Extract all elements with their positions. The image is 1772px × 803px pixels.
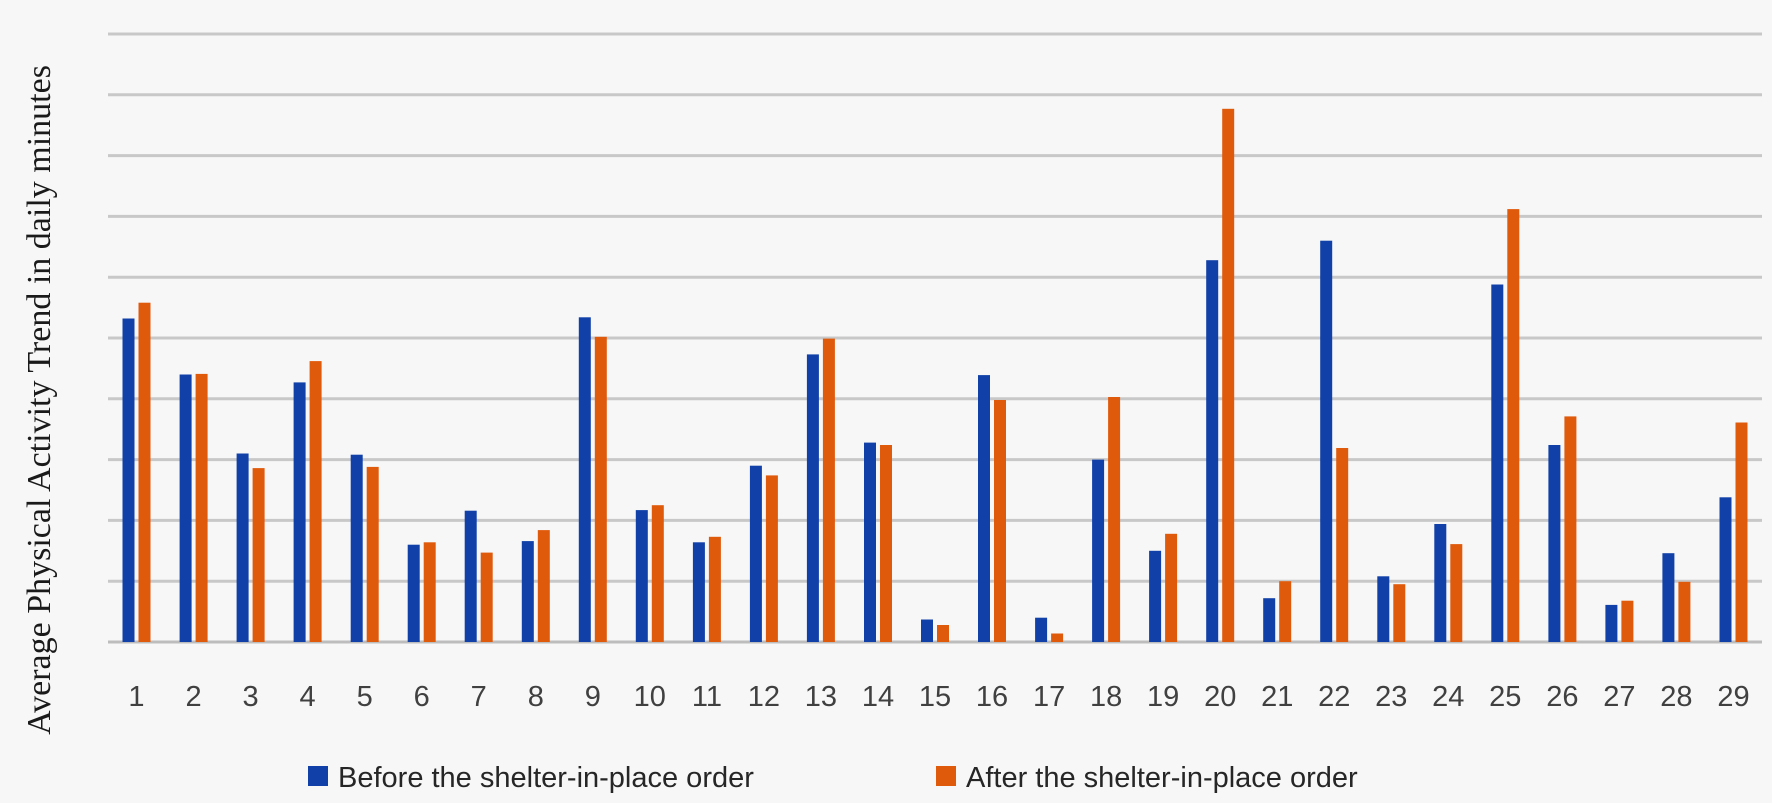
bar-after-19 <box>1165 533 1178 642</box>
bar-before-18 <box>1092 459 1105 642</box>
bar-after-16 <box>994 400 1006 642</box>
bar-before-12 <box>749 465 762 642</box>
bar-after-27 <box>1621 600 1634 642</box>
bar-before-13 <box>806 354 819 642</box>
bar-before-2 <box>179 374 192 642</box>
bar-before-14 <box>864 442 876 642</box>
bar-before-24 <box>1434 524 1447 642</box>
legend-swatch-before <box>308 766 328 786</box>
bar-after-29 <box>1735 422 1748 642</box>
bar-before-8 <box>521 541 534 642</box>
x-tick-label: 6 <box>414 681 430 713</box>
bar-after-23 <box>1393 584 1406 642</box>
x-tick-label: 21 <box>1261 681 1293 713</box>
bar-before-28 <box>1662 553 1675 642</box>
bar-after-10 <box>651 505 664 642</box>
y-axis-title: Average Physical Activity Trend in daily… <box>21 65 58 735</box>
x-tick-label: 4 <box>300 681 316 713</box>
bar-after-2 <box>195 373 208 642</box>
x-tick-label: 23 <box>1375 681 1407 713</box>
x-tick-label: 2 <box>186 681 202 713</box>
x-tick-label: 8 <box>528 681 544 713</box>
x-tick-label: 29 <box>1717 681 1749 713</box>
bar-after-12 <box>765 475 778 642</box>
gridlines <box>108 32 1762 644</box>
x-tick-label: 18 <box>1090 681 1122 713</box>
bar-after-25 <box>1507 209 1520 642</box>
bar-before-3 <box>236 453 249 642</box>
x-tick-label: 3 <box>243 681 259 713</box>
bar-before-4 <box>293 382 306 642</box>
bar-after-14 <box>880 445 892 642</box>
bar-before-1 <box>122 318 135 642</box>
x-tick-label: 19 <box>1147 681 1179 713</box>
x-tick-label: 26 <box>1546 681 1578 713</box>
bar-before-9 <box>578 317 591 642</box>
bar-before-20 <box>1206 260 1219 642</box>
x-tick-label: 11 <box>692 681 722 713</box>
legend-label-after: After the shelter-in-place order <box>966 762 1358 794</box>
bar-before-7 <box>464 510 477 642</box>
bar-after-1 <box>138 302 151 642</box>
bar-after-21 <box>1279 581 1292 642</box>
bar-before-23 <box>1377 576 1390 642</box>
bar-after-3 <box>252 468 265 642</box>
x-tick-label: 7 <box>471 681 487 713</box>
bar-after-13 <box>822 338 835 642</box>
x-tick-label: 24 <box>1432 681 1464 713</box>
bar-before-5 <box>350 454 363 642</box>
legend-label-before: Before the shelter-in-place order <box>338 762 754 794</box>
bar-after-4 <box>309 361 322 642</box>
bar-before-16 <box>978 375 990 642</box>
x-tick-label: 15 <box>919 681 951 713</box>
bar-before-22 <box>1320 240 1333 642</box>
bar-before-10 <box>635 510 648 642</box>
bar-before-21 <box>1263 598 1276 642</box>
bar-after-7 <box>480 552 493 642</box>
bar-after-11 <box>708 536 721 642</box>
x-tick-label: 13 <box>805 681 837 713</box>
bar-before-19 <box>1149 550 1162 642</box>
bar-before-17 <box>1035 617 1048 642</box>
legend-swatch-after <box>936 766 956 786</box>
x-tick-label: 10 <box>634 681 666 713</box>
bar-after-20 <box>1222 108 1235 643</box>
bar-before-27 <box>1605 604 1618 642</box>
x-tick-label: 12 <box>748 681 780 713</box>
bar-after-22 <box>1336 448 1349 642</box>
x-tick-label: 20 <box>1204 681 1236 713</box>
x-tick-label: 9 <box>585 681 601 713</box>
bar-after-15 <box>937 625 949 642</box>
x-tick-label: 16 <box>976 681 1008 713</box>
bars <box>122 108 1748 643</box>
bar-after-18 <box>1108 397 1121 642</box>
legend: Before the shelter-in-place order After t… <box>308 762 1358 794</box>
bar-after-8 <box>537 530 550 642</box>
bar-after-26 <box>1564 416 1577 642</box>
bar-after-6 <box>423 542 436 642</box>
bar-before-25 <box>1491 284 1504 642</box>
bar-after-5 <box>366 466 379 642</box>
bar-before-15 <box>921 619 933 642</box>
bar-before-6 <box>407 544 420 642</box>
bar-after-28 <box>1678 581 1691 642</box>
x-tick-label: 22 <box>1318 681 1350 713</box>
bar-before-29 <box>1719 497 1732 642</box>
bar-after-9 <box>594 336 607 642</box>
x-tick-label: 17 <box>1033 681 1065 713</box>
x-tick-label: 1 <box>128 681 144 713</box>
bar-after-17 <box>1051 633 1064 642</box>
bar-before-11 <box>692 542 705 642</box>
x-tick-label: 25 <box>1489 681 1521 713</box>
x-tick-label: 14 <box>862 681 894 713</box>
x-tick-labels: 1 2 3 4 5 6 7 8 9 10 11 12 13 14 15 16 17 18 19 20 21 22 23 24 2… <box>128 681 1749 713</box>
x-tick-label: 5 <box>357 681 373 713</box>
x-tick-label: 27 <box>1603 681 1635 713</box>
bar-after-24 <box>1450 544 1463 642</box>
bar-before-26 <box>1548 445 1561 642</box>
x-tick-label: 28 <box>1660 681 1692 713</box>
